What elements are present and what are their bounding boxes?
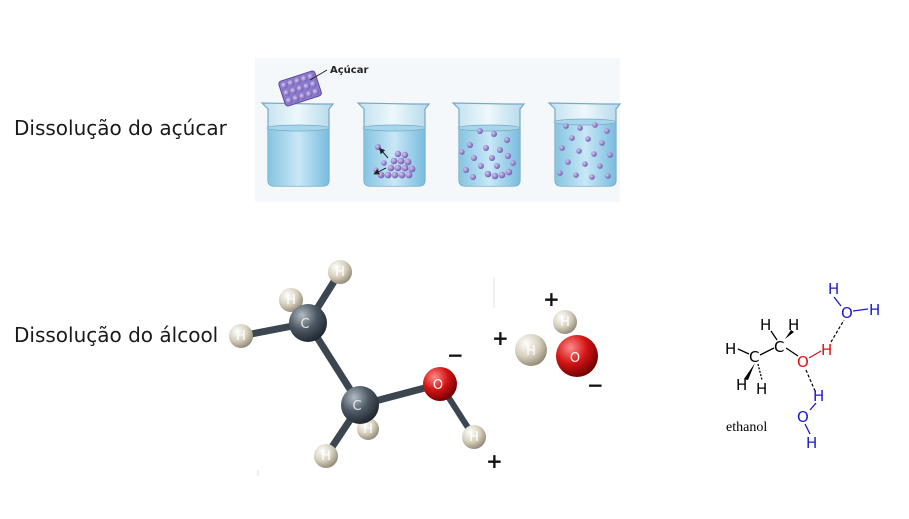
hydrogen-bond-line [830, 319, 845, 343]
partial-positive-charge: + [543, 287, 560, 311]
water-ball-model: + + − H H O [492, 278, 604, 397]
struct-hydrogen: H [736, 376, 747, 394]
struct-hydrogen: H [821, 341, 832, 359]
water-hydrogen: H [869, 301, 880, 319]
sugar-particles-3 [459, 128, 516, 180]
struct-hydrogen: H [760, 316, 771, 334]
partial-positive-charge: + [492, 326, 509, 350]
hydrogen-atom [314, 444, 338, 468]
beaker-2 [356, 102, 431, 187]
water-hydrogen: H [806, 434, 817, 452]
carbon-atom-1 [289, 304, 327, 342]
struct-oxygen: O [797, 353, 809, 371]
water-hydrogen: H [813, 387, 824, 405]
hydrogen-atom-label: H [236, 329, 246, 344]
partial-negative-charge: − [587, 373, 604, 397]
hydrogen-atom-label: H [469, 430, 479, 445]
oxygen-atom-label: O [570, 351, 580, 366]
hydrogen-bond-line [805, 369, 816, 392]
water-hydrogen-atom [553, 310, 577, 334]
struct-hydrogen: H [725, 340, 736, 358]
water-oxygen: O [841, 304, 853, 322]
hydrogen-atom-label: H [335, 265, 345, 280]
struct-hydrogen: H [756, 380, 767, 398]
sugar-particles-4 [557, 122, 613, 180]
ethanol-ball-model: H H H C H C H O H − + [229, 260, 503, 476]
sugar-dissolution-label: Dissolução do açúcar [14, 116, 227, 140]
alcohol-dissolution-label: Dissolução do álcool [14, 323, 219, 347]
water-oxygen-atom [556, 335, 598, 377]
water-hydrogen-atom [515, 334, 547, 366]
partial-negative-charge: − [447, 343, 464, 367]
hydrogen-atom-label: H [286, 293, 296, 308]
beaker-1 [260, 102, 335, 187]
carbon-atom-label: C [352, 399, 361, 414]
carbon-atom-label: C [300, 317, 309, 332]
oxygen-atom [423, 367, 457, 401]
struct-carbon: C [774, 338, 784, 356]
ethanol-structural-formula: H C H H C H H O H H O H H O H ethanol [725, 280, 880, 452]
hydrogen-atom [279, 288, 303, 312]
hydrogen-atom [229, 324, 253, 348]
ethanol-label: ethanol [726, 420, 767, 435]
oxygen-atom-label: O [433, 378, 443, 393]
beaker-3 [451, 102, 526, 187]
hydrogen-atom-label: H [321, 449, 331, 464]
hydrogen-atom-label: H [526, 344, 536, 359]
hydrogen-atom-label: H [560, 315, 570, 330]
sugar-pile-2 [373, 144, 416, 179]
hydrogen-atom-label: H [363, 422, 373, 437]
beaker-4 [547, 102, 622, 187]
hydroxyl-hydrogen-atom [462, 425, 486, 449]
carbon-atom-2 [341, 386, 379, 424]
sugar-dissolution-illustration: Açúcar [255, 58, 622, 202]
sugar-label-pointer [309, 69, 328, 81]
water-hydrogen: H [828, 280, 839, 298]
sugar-label: Açúcar [330, 64, 368, 76]
struct-carbon: C [749, 348, 759, 366]
water-oxygen: O [797, 408, 809, 426]
struct-hydrogen: H [788, 316, 799, 334]
partial-positive-charge: + [486, 449, 503, 473]
hydrogen-atom [328, 260, 352, 284]
